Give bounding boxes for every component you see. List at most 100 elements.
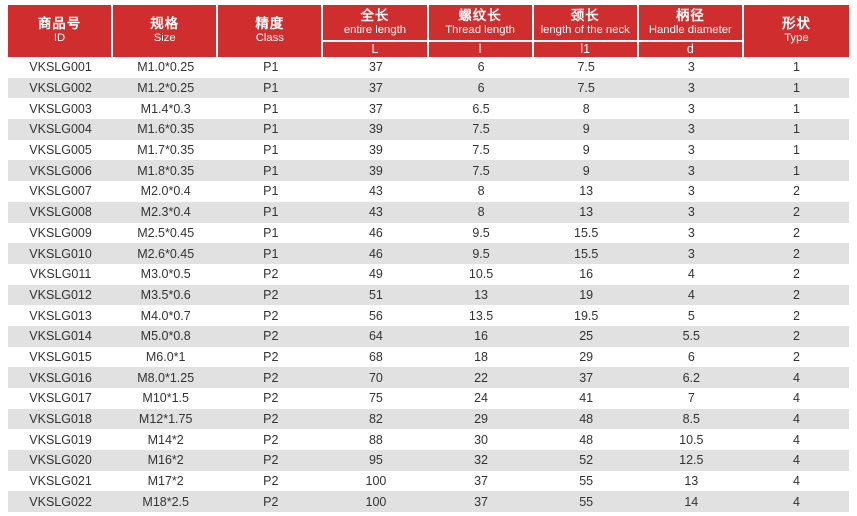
table-cell: M1.4*0.3 [140, 101, 191, 116]
table-cell: 13.5 [468, 308, 494, 323]
table-cell: 3 [687, 246, 695, 261]
header-label-en: Thread length [445, 23, 515, 36]
table-cell: P1 [263, 163, 279, 178]
table-cell: 70 [368, 370, 383, 385]
table-cell: 7.5 [472, 143, 490, 158]
table-cell: 2 [792, 349, 800, 364]
column-header-entire-length: 全长 entire length L [323, 5, 429, 57]
table-cell: 2 [792, 287, 800, 302]
table-cell: 48 [579, 432, 594, 447]
header-label-zh: 全长 [360, 7, 390, 23]
table-cell: 4 [792, 432, 800, 447]
table-cell: P1 [263, 60, 279, 75]
table-cell: 100 [365, 474, 387, 489]
table-cell: VKSLG014 [29, 329, 92, 344]
table-cell: 37 [474, 474, 489, 489]
table-cell: P1 [263, 81, 279, 96]
table-cell: 46 [368, 246, 383, 261]
table-cell: 2 [792, 308, 800, 323]
table-cell: 39 [368, 163, 383, 178]
table-cell: 8 [477, 205, 485, 220]
table-cell: 10.5 [679, 432, 704, 447]
table-cell: VKSLG003 [29, 101, 92, 116]
table-cell: VKSLG015 [29, 349, 92, 364]
table-row: VKSLG017 M10*1.5 P2 75 24 41 7 4 [8, 388, 849, 409]
table-cell: 55 [579, 494, 594, 509]
table-cell: 9 [582, 122, 590, 137]
table-cell: P1 [263, 205, 279, 220]
table-cell: 22 [474, 370, 489, 385]
header-labels: 柄径 Handle diameter [639, 5, 742, 40]
table-cell: 5 [687, 308, 695, 323]
table-cell: 3 [687, 205, 695, 220]
table-row: VKSLG008 M2.3*0.4 P1 43 8 13 3 2 [8, 201, 849, 223]
table-cell: VKSLG009 [29, 225, 92, 240]
table-row: VKSLG005 M1.7*0.35 P1 39 7.5 9 3 1 [8, 140, 849, 161]
table-cell: 3 [687, 60, 695, 75]
table-cell: 6 [477, 81, 485, 96]
header-label-en: ID [53, 32, 66, 45]
header-symbol: l1 [533, 40, 637, 57]
table-cell: VKSLG011 [29, 267, 92, 282]
table-cell: 4 [792, 453, 800, 468]
table-cell: 2 [792, 205, 800, 220]
table-cell: M2.3*0.4 [140, 205, 191, 220]
table-row: VKSLG010 M2.6*0.45 P1 46 9.5 15.5 3 2 [8, 243, 849, 264]
table-row: VKSLG016 M8.0*1.25 P2 70 22 37 6.2 4 [8, 367, 849, 388]
table-row: VKSLG001 M1.0*0.25 P1 37 6 7.5 3 1 [8, 57, 849, 78]
table-cell: VKSLG004 [29, 122, 92, 137]
table-cell: 9.5 [472, 225, 490, 240]
table-cell: 39 [368, 122, 383, 137]
table-cell: 52 [579, 453, 594, 468]
table-cell: P1 [263, 184, 279, 199]
table-cell: 16 [474, 329, 489, 344]
table-row: VKSLG012 M3.5*0.6 P2 51 13 19 4 2 [8, 284, 849, 306]
table-cell: 3 [687, 122, 695, 137]
table-cell: M6.0*1 [145, 349, 186, 364]
table-cell: 13 [684, 474, 699, 489]
table-cell: VKSLG013 [29, 308, 92, 323]
table-row: VKSLG003 M1.4*0.3 P1 37 6.5 8 3 1 [8, 98, 849, 119]
table-cell: 3 [687, 184, 695, 199]
table-cell: 4 [687, 267, 695, 282]
table-cell: 37 [368, 101, 383, 116]
header-label-zh: 颈长 [570, 7, 600, 23]
table-cell: 43 [368, 184, 383, 199]
header-labels: 螺纹长 Thread length [429, 5, 532, 40]
table-cell: 30 [474, 432, 489, 447]
table-cell: M1.0*0.25 [137, 60, 195, 75]
table-cell: M1.7*0.35 [137, 143, 195, 158]
column-header-id: 商品号 ID [8, 5, 114, 57]
table-cell: 19.5 [574, 308, 599, 323]
table-cell: 51 [368, 287, 383, 302]
header-labels: 规格 Size [113, 5, 216, 57]
table-cell: M5.0*0.8 [140, 329, 191, 344]
table-cell: 4 [792, 370, 800, 385]
table-cell: 2 [792, 246, 800, 261]
column-header-thread-length: 螺纹长 Thread length l [428, 5, 534, 57]
header-label-zh: 形状 [781, 16, 811, 32]
header-symbol: l [428, 40, 532, 57]
table-cell: VKSLG008 [29, 205, 92, 220]
table-cell: 3 [687, 101, 695, 116]
header-labels: 全长 entire length [323, 5, 426, 40]
table-cell: 6.5 [472, 101, 490, 116]
table-cell: 55 [579, 474, 594, 489]
table-row: VKSLG015 M6.0*1 P2 68 18 29 6 2 [8, 347, 849, 368]
table-cell: 15.5 [574, 225, 599, 240]
table-cell: M2.5*0.45 [137, 225, 195, 240]
table-cell: P2 [263, 329, 279, 344]
table-cell: 56 [368, 308, 383, 323]
table-cell: 2 [792, 267, 800, 282]
table-cell: 3 [687, 163, 695, 178]
table-cell: P1 [263, 101, 279, 116]
header-labels: 形状 Type [744, 5, 849, 57]
table-cell: 9.5 [472, 246, 490, 261]
column-header-class: 精度 Class [218, 5, 324, 57]
header-labels: 颈长 length of the neck [534, 5, 637, 40]
table-cell: 6.2 [682, 370, 700, 385]
table-cell: 29 [474, 412, 489, 427]
column-header-type: 形状 Type [743, 5, 849, 57]
table-row: VKSLG019 M14*2 P2 88 30 48 10.5 4 [8, 429, 849, 450]
table-cell: M3.0*0.5 [140, 267, 191, 282]
